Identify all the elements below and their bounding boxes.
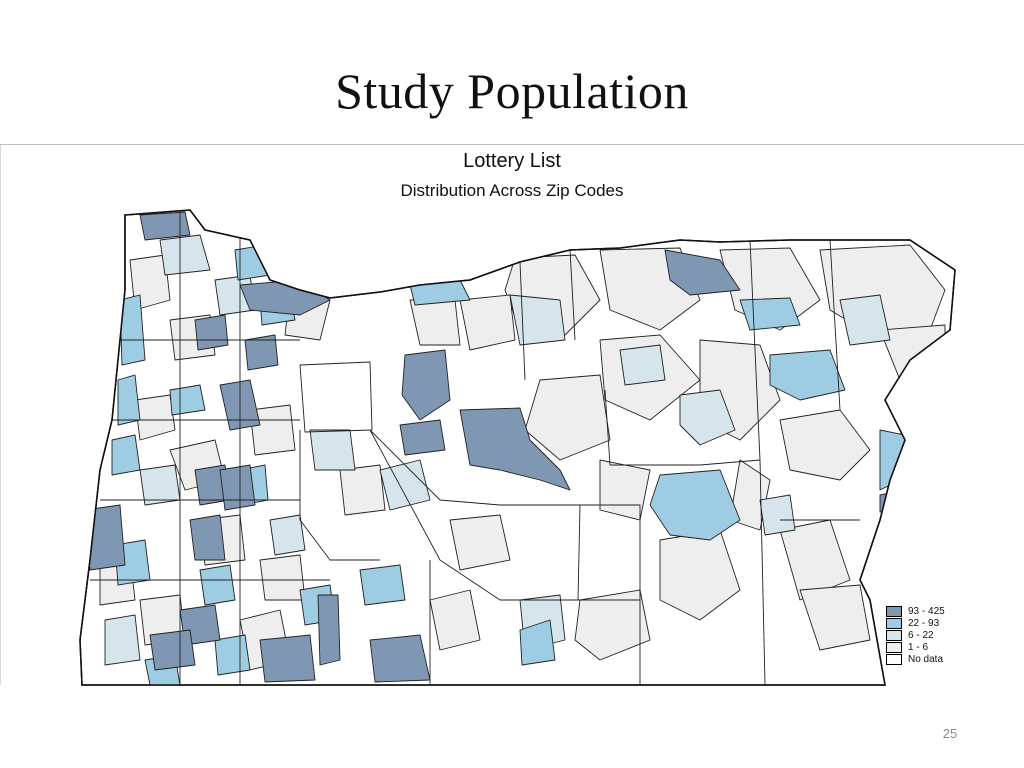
legend-item: 22 - 93 bbox=[886, 617, 945, 629]
map-title: Lottery List bbox=[463, 150, 561, 172]
legend-item: 1 - 6 bbox=[886, 641, 945, 653]
legend-item: 93 - 425 bbox=[886, 605, 945, 617]
legend-label: 6 - 22 bbox=[908, 629, 934, 641]
zip-regions-93-425 bbox=[84, 211, 896, 683]
legend-swatch bbox=[886, 617, 902, 629]
slide-title: Study Population bbox=[335, 63, 689, 119]
title-divider bbox=[0, 144, 1024, 145]
legend-label: 1 - 6 bbox=[908, 641, 929, 653]
legend-item: 6 - 22 bbox=[886, 629, 945, 641]
legend-swatch bbox=[886, 605, 902, 617]
legend-label: No data bbox=[908, 653, 944, 665]
page-number: 25 bbox=[942, 726, 958, 741]
map-subtitle: Distribution Across Zip Codes bbox=[400, 181, 624, 200]
legend-label: 22 - 93 bbox=[908, 617, 940, 629]
legend-swatch bbox=[886, 629, 902, 641]
map-legend: 93 - 425 22 - 93 6 - 22 1 - 6 No data bbox=[886, 605, 945, 665]
legend-swatch bbox=[886, 641, 902, 653]
legend-item: No data bbox=[886, 653, 945, 665]
zip-region-boundaries bbox=[90, 210, 860, 685]
legend-label: 93 - 425 bbox=[908, 605, 945, 617]
legend-swatch bbox=[886, 653, 902, 665]
